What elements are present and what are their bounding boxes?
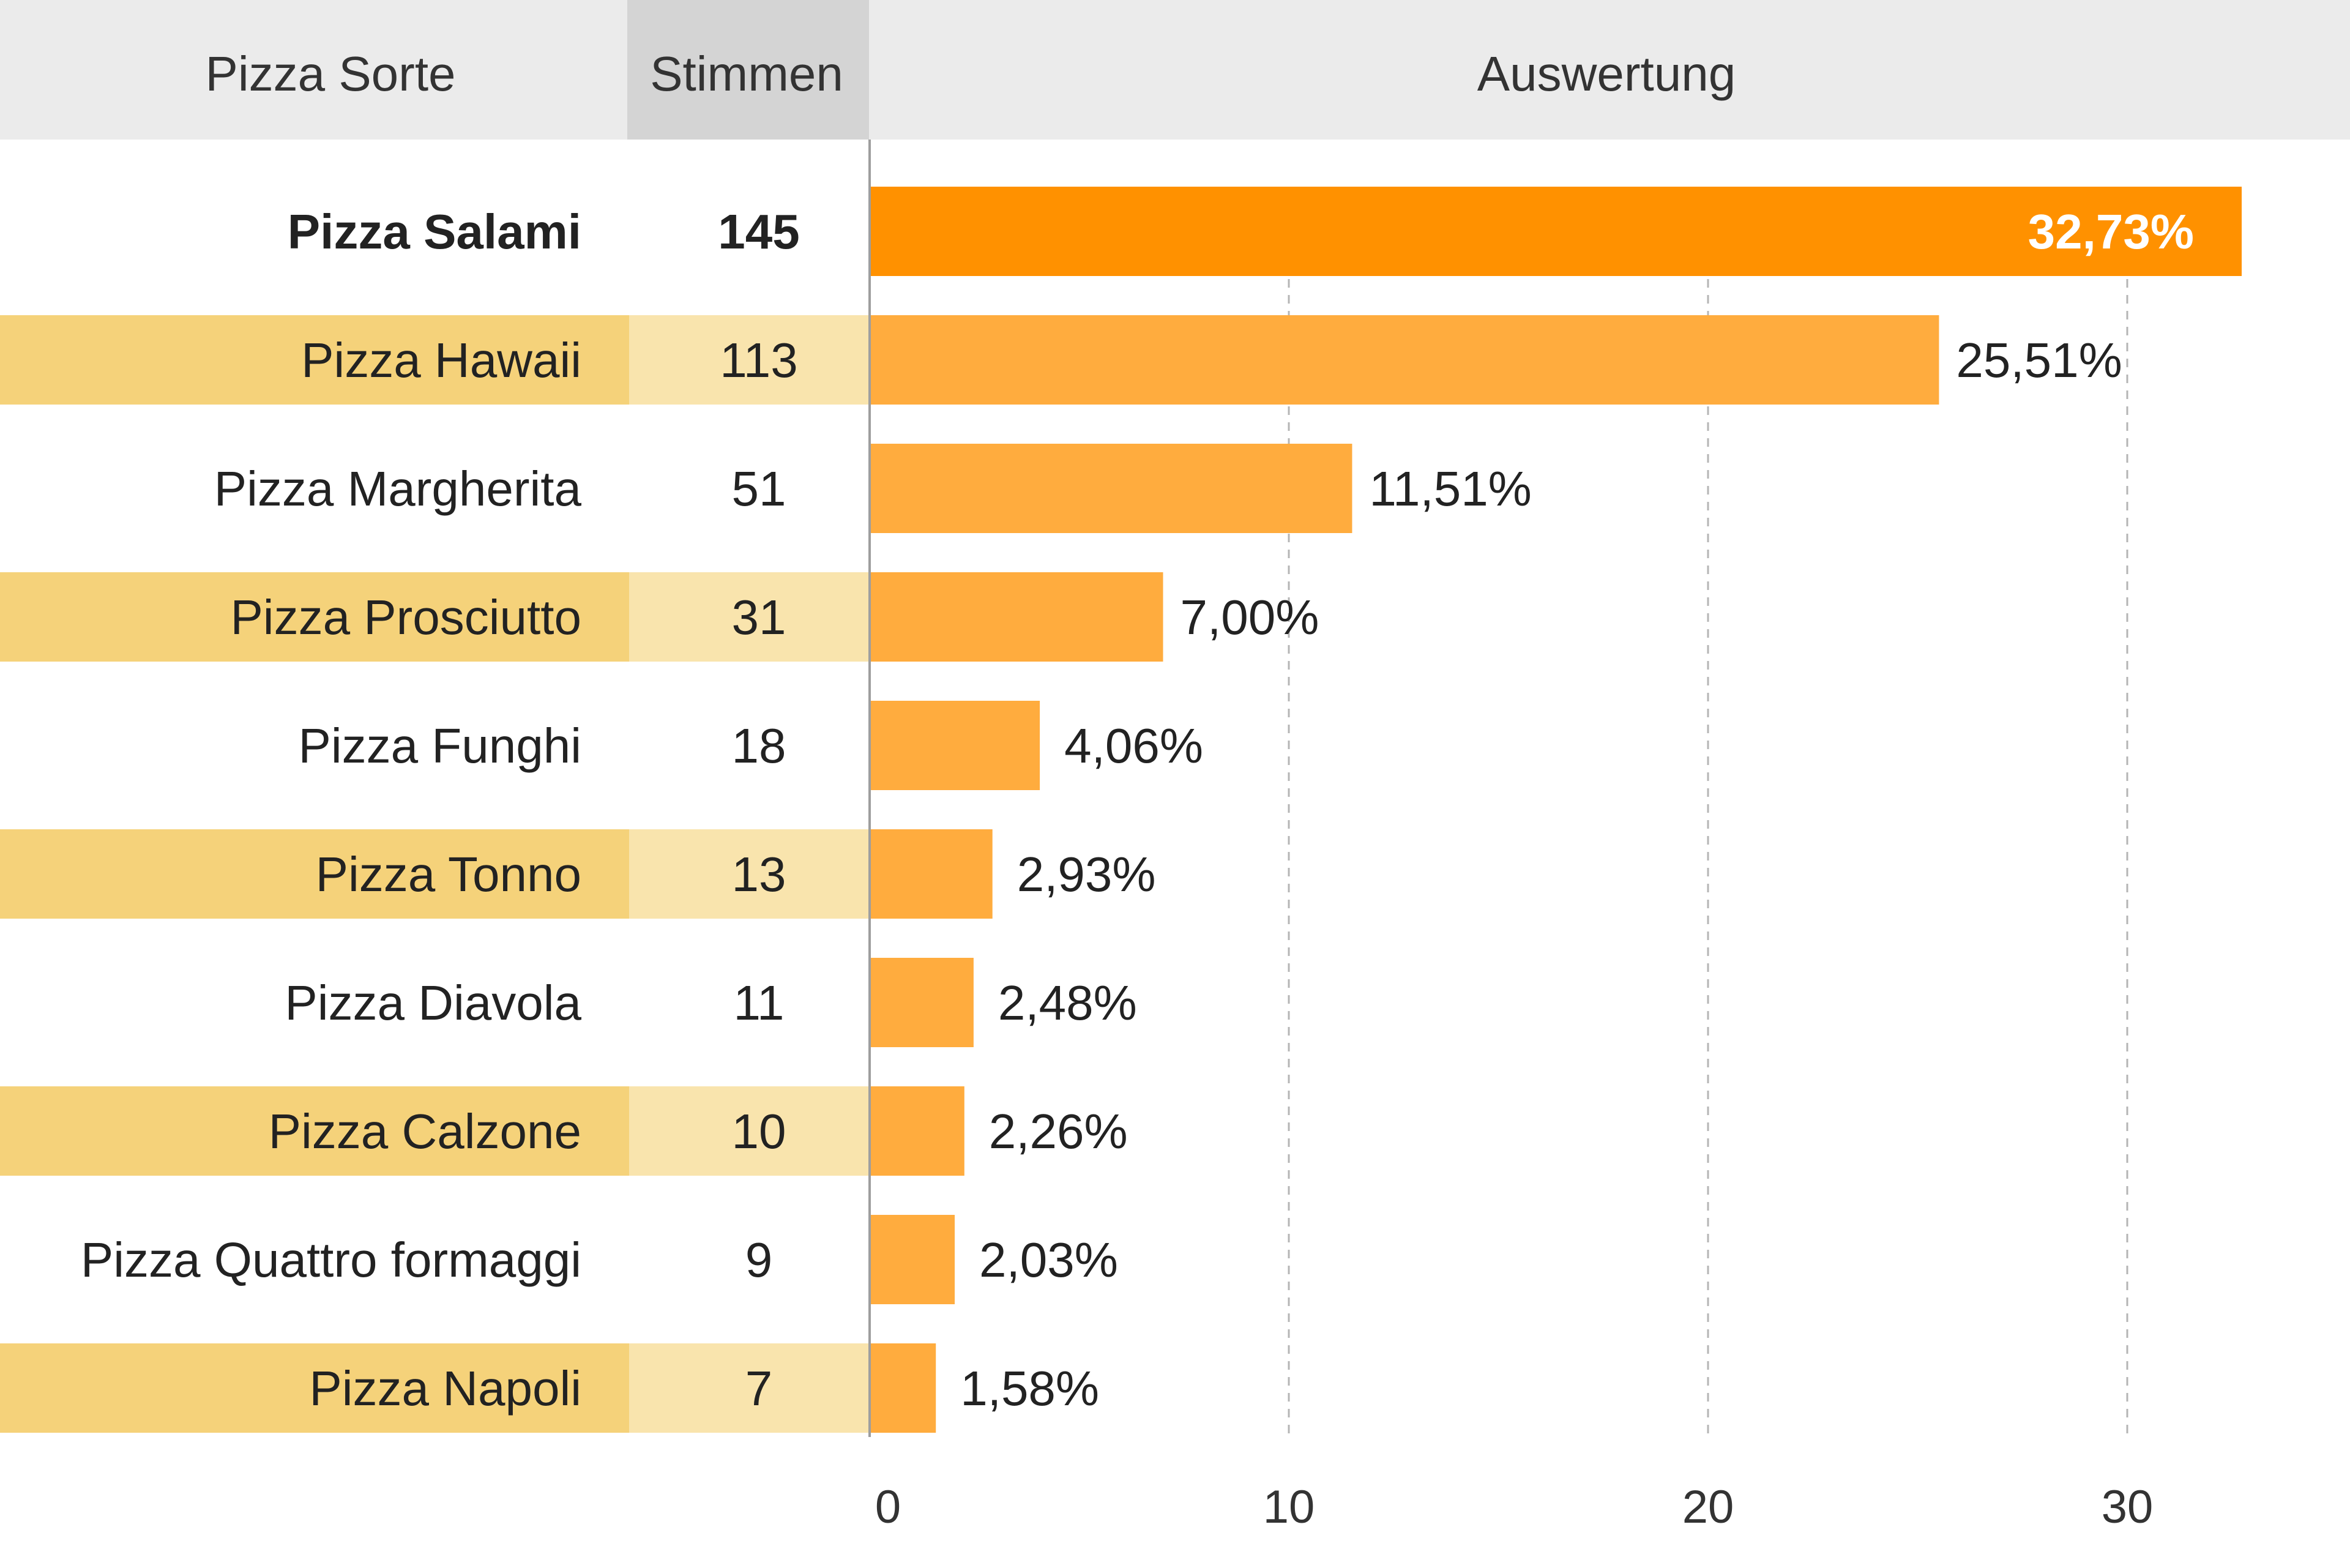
bar[interactable] [870,1086,964,1176]
votes-label: 18 [732,719,786,773]
header-stimmen[interactable]: Stimmen [650,47,843,101]
category-label: Pizza Salami [288,204,581,259]
category-label: Pizza Diavola [285,976,581,1030]
x-axis-ticks: 0 10 20 30 [875,1481,2153,1533]
table-header [0,0,2350,140]
value-label: 2,93% [1017,847,1156,902]
value-label: 32,73% [2028,204,2194,259]
x-tick-label: 10 [1263,1481,1315,1533]
category-label: Pizza Tonno [316,847,581,902]
category-label: Pizza Hawaii [301,333,581,387]
bar[interactable] [870,444,1352,533]
row-band-name [0,829,629,919]
votes-label: 13 [732,847,786,902]
votes-label: 9 [745,1233,773,1287]
header-pizza-sorte[interactable]: Pizza Sorte [205,47,455,101]
bar[interactable] [870,829,993,919]
x-tick-label: 20 [1682,1481,1734,1533]
row-band-votes [629,315,870,405]
category-label: Pizza Quattro formaggi [81,1233,581,1287]
category-label: Pizza Calzone [269,1104,581,1159]
value-label: 2,26% [989,1104,1128,1159]
row-band-votes [629,1086,870,1176]
stimmen-header-cell [627,0,869,140]
votes-label: 31 [732,590,786,644]
category-label: Pizza Funghi [299,719,581,773]
votes-label: 113 [720,333,798,387]
row-band-name [0,1343,629,1433]
row-band-name [0,572,629,662]
votes-label: 10 [732,1104,786,1159]
bars [870,187,2242,1433]
category-label: Pizza Napoli [309,1361,581,1416]
bar[interactable] [870,958,974,1047]
row-band-name [0,1086,629,1176]
value-label: 1,58% [960,1361,1099,1416]
bar[interactable] [870,701,1040,790]
value-label: 25,51% [1956,333,2122,387]
bar[interactable] [870,1215,955,1304]
x-tick-label: 30 [2102,1481,2154,1533]
bar[interactable] [870,315,1939,405]
bar[interactable] [870,572,1163,662]
value-label: 11,51% [1369,461,1531,516]
bar[interactable] [870,1343,936,1433]
row-band-votes [629,829,870,919]
value-label: 2,48% [998,976,1137,1030]
x-tick-label: 0 [875,1481,901,1533]
value-label: 7,00% [1181,590,1319,644]
row-band-votes [629,1343,870,1433]
category-label: Pizza Prosciutto [230,590,581,644]
votes-label: 145 [718,204,799,259]
row-labels: 32,73% 25,51% 11,51% 7,00% 4,06% 2,93% 2,48% 2,… [81,204,2194,1416]
gridlines [1288,263,2128,1437]
bar[interactable] [870,187,2242,276]
header-auswertung[interactable]: Auswertung [1477,47,1736,101]
votes-label: 11 [733,976,784,1030]
value-label: 4,06% [1064,719,1203,773]
category-label: Pizza Margherita [214,461,582,516]
row-bands [0,315,870,1433]
row-band-votes [629,572,870,662]
votes-label: 51 [732,461,786,516]
row-band-name [0,315,629,405]
votes-label: 7 [745,1361,773,1416]
value-label: 2,03% [979,1233,1118,1287]
